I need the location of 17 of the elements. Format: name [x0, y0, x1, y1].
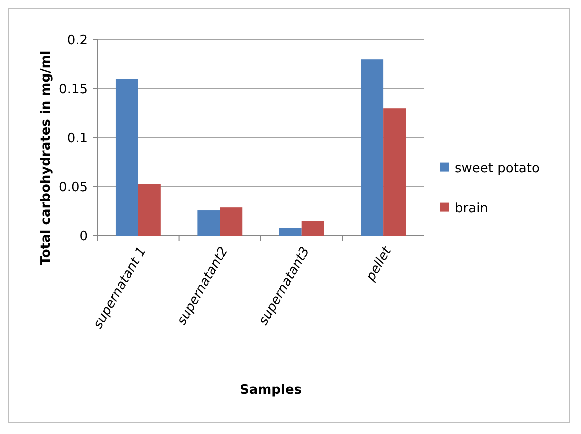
- y-tick-label: 0: [80, 230, 88, 245]
- y-axis-title: Total carbohydrates in mg/ml: [39, 50, 54, 266]
- y-tick-label: 0.1: [67, 132, 88, 147]
- y-tick-label: 0.05: [59, 180, 88, 196]
- bar: [302, 221, 324, 236]
- bar: [198, 210, 220, 236]
- bar: [138, 184, 161, 236]
- bar: [384, 108, 406, 236]
- legend-label: sweet potato: [455, 161, 540, 176]
- bar: [279, 228, 302, 236]
- bar: [116, 79, 138, 236]
- bar: [220, 208, 243, 236]
- y-tick-label: 0.2: [67, 34, 88, 49]
- y-tick-label: 0.15: [59, 82, 88, 98]
- x-axis-title: Samples: [240, 383, 302, 398]
- legend-label: brain: [455, 201, 488, 216]
- bar: [361, 60, 384, 236]
